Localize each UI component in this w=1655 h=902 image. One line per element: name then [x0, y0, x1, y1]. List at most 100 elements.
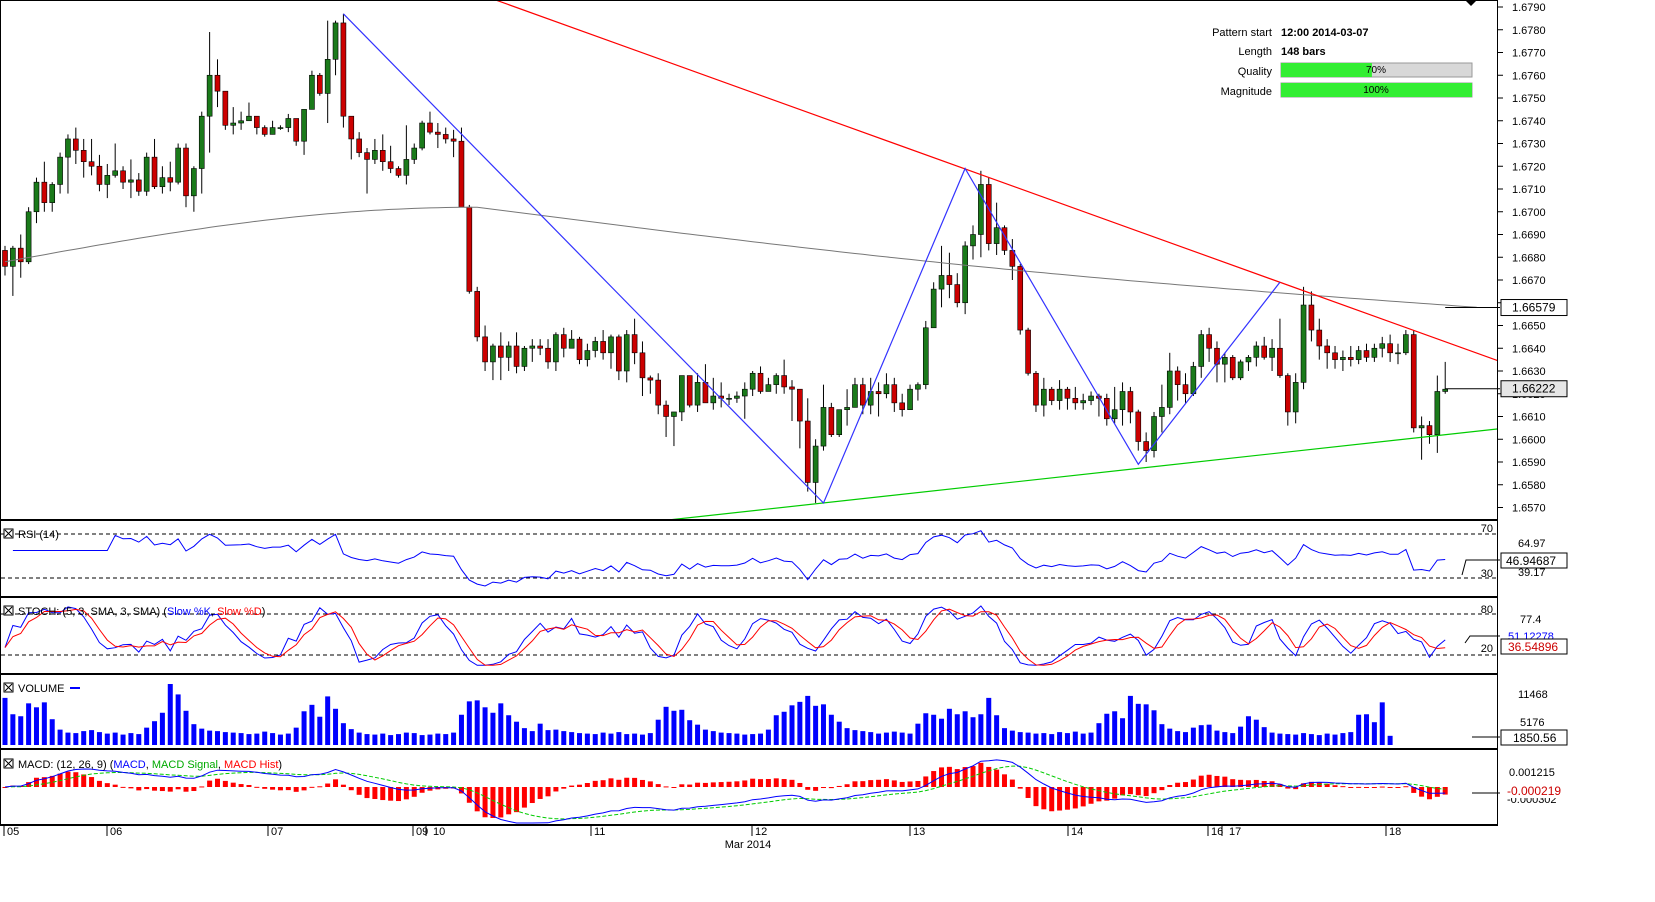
volume-bar — [781, 711, 787, 745]
bear-candle-body — [261, 127, 268, 135]
macd-hist-bar — [726, 781, 732, 787]
bear-candle-body — [96, 165, 103, 185]
volume-bar — [1049, 734, 1055, 745]
stoch-level-80: 80 — [1481, 604, 1493, 616]
candle — [804, 398, 811, 492]
bull-candle-body — [57, 156, 63, 185]
macd-hist-bar — [592, 780, 598, 787]
bull-candle-body — [867, 391, 874, 406]
bull-candle-body — [1080, 400, 1086, 404]
bull-candle-body — [1379, 343, 1386, 349]
macd-hist-bar — [702, 782, 708, 787]
candle — [1261, 336, 1267, 360]
macd-hist-bar — [1072, 787, 1078, 809]
macd-hist-bar — [96, 780, 102, 787]
volume-bar — [183, 710, 189, 745]
macd-hist-bar — [529, 787, 535, 804]
macd-axis-high: 0.001215 — [1509, 767, 1555, 779]
volume-bar — [655, 719, 661, 745]
volume-bar — [419, 735, 425, 745]
rsi-level-70: 70 — [1481, 523, 1493, 535]
bear-candle-body — [985, 184, 992, 244]
candle — [568, 330, 575, 349]
candle — [789, 380, 795, 422]
bull-candle-body — [198, 115, 205, 169]
macd-hist-bar — [1348, 787, 1354, 788]
volume-bar — [1308, 734, 1314, 745]
bull-candle-body — [332, 22, 339, 60]
candle — [128, 159, 134, 199]
volume-bar — [923, 713, 929, 745]
volume-bar — [1214, 730, 1220, 745]
candle — [151, 138, 158, 189]
volume-bar — [482, 707, 488, 745]
volume-bar — [262, 731, 268, 745]
macd-hist-bar — [89, 777, 95, 787]
bull-candle-body — [10, 247, 16, 267]
volume-bar — [931, 714, 937, 745]
bear-candle-body — [797, 388, 803, 422]
candle — [584, 343, 591, 367]
candle — [922, 320, 929, 390]
macd-hist-bar — [1009, 779, 1015, 787]
macd-panel — [0, 749, 1498, 825]
volume-bar — [26, 703, 32, 745]
bull-candle-body — [246, 115, 252, 122]
volume-bar — [230, 732, 236, 745]
volume-bar — [285, 733, 291, 745]
candle — [1418, 416, 1425, 460]
price-axis-label: 1.6670 — [1512, 275, 1546, 287]
candle — [435, 123, 441, 149]
macd-hist-bar — [923, 776, 929, 787]
volume-bar — [112, 732, 118, 745]
candle — [104, 163, 111, 199]
candle — [309, 70, 315, 110]
volume-bar — [490, 712, 496, 745]
macd-hist-bar — [868, 780, 874, 787]
price-panel — [0, 0, 1498, 520]
bull-candle-body — [206, 74, 213, 117]
rsi-axis: 70 30 64.97 39.17 46.94687 — [1461, 523, 1568, 580]
volume-bar — [1198, 725, 1204, 745]
bear-candle-body — [702, 382, 709, 404]
macd-hist-bar — [710, 782, 716, 787]
time-axis-label: 10 — [433, 826, 445, 838]
volume-bar — [1277, 733, 1283, 745]
macd-hist-bar — [695, 782, 701, 787]
bear-candle-body — [1182, 384, 1189, 395]
quality-bar-fill — [1281, 63, 1372, 77]
macd-axis: 0.001215 -0.000302 -0.000219 — [1472, 767, 1567, 806]
pattern-start-value: 12:00 2014-03-07 — [1281, 27, 1368, 39]
bear-candle-body — [757, 372, 764, 392]
candle — [537, 339, 543, 356]
candle — [600, 330, 606, 360]
candle — [466, 204, 473, 294]
bear-candle-body — [458, 140, 465, 208]
macd-hist-bar — [1245, 780, 1251, 787]
bear-candle-body — [631, 334, 638, 354]
bull-candle-body — [883, 384, 890, 395]
bull-candle-body — [568, 338, 575, 349]
volume-bar — [372, 734, 378, 745]
stoch-axis: 80 20 77.4 51.12278 36.54896 — [1464, 604, 1568, 655]
volume-bar — [1261, 727, 1267, 745]
quality-label: Quality — [1238, 66, 1273, 78]
close-icon — [4, 759, 13, 768]
macd-hist-bar — [584, 782, 590, 787]
bull-candle-body — [309, 74, 315, 110]
dropdown-arrow-icon[interactable] — [1465, 0, 1477, 6]
volume-bar — [553, 729, 559, 745]
candle — [639, 341, 646, 397]
volume-bar — [907, 733, 913, 745]
price-axis-label: 1.6790 — [1512, 2, 1546, 14]
volume-bar — [498, 703, 504, 745]
bear-candle-body — [1316, 329, 1323, 347]
volume-bar — [443, 734, 449, 745]
candle — [899, 393, 905, 417]
rsi-value-leader — [1461, 559, 1500, 576]
macd-hist-bar — [1411, 787, 1417, 793]
candle — [1292, 373, 1299, 424]
candle — [521, 345, 528, 371]
candle — [1048, 386, 1055, 406]
